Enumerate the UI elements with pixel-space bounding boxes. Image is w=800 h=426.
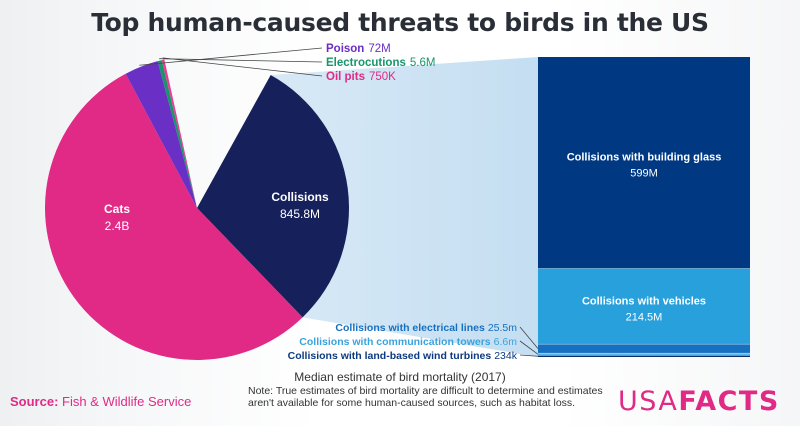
poison-leader xyxy=(139,47,323,66)
source-label: Source: xyxy=(10,394,59,409)
collisions-with-electrical-lines-callout-value: 25.5m xyxy=(488,322,517,334)
source: Source: Fish & Wildlife Service xyxy=(10,394,191,409)
pie-slice-oil-pits xyxy=(161,59,197,209)
bar-segment-collisions-with-building-glass xyxy=(538,57,750,269)
collisions-with-land-based-wind-turbines-leader xyxy=(519,354,539,357)
vehicles-label: Collisions with vehicles xyxy=(582,295,706,307)
poison-callout-value: 72M xyxy=(368,43,390,55)
collisions-with-communication-towers-callout: Collisions with communication towers 6.6m xyxy=(299,336,517,348)
vehicles-value: 214.5M xyxy=(626,311,663,323)
electrocutions-callout: Electrocutions 5.6M xyxy=(326,57,435,69)
collisions-with-land-based-wind-turbines-callout: Collisions with land-based wind turbines… xyxy=(288,350,518,362)
glass-value: 599M xyxy=(630,168,658,180)
collisions-with-communication-towers-callout-value: 6.6m xyxy=(494,336,518,348)
cats-label: Cats xyxy=(104,202,130,216)
collisions-with-communication-towers-callout-label: Collisions with communication towers xyxy=(299,336,491,348)
collisions-value: 845.8M xyxy=(280,207,320,221)
collisions-funnel xyxy=(270,57,538,357)
bar-segment-collisions-with-communication-towers xyxy=(538,353,750,356)
electrocutions-leader xyxy=(159,58,323,63)
bar-segment-collisions-with-land-based-wind-turbines xyxy=(538,355,750,357)
collisions-with-land-based-wind-turbines-callout-label: Collisions with land-based wind turbines xyxy=(288,350,492,362)
cats-value: 2.4B xyxy=(105,219,130,233)
oil-pits-callout: Oil pits 750K xyxy=(326,71,396,83)
x-axis-label: Median estimate of bird mortality (2017) xyxy=(294,370,506,384)
bar-segment-collisions-with-vehicles xyxy=(538,268,750,345)
pie-slice-cats xyxy=(45,73,303,360)
footnote: Note: True estimates of bird mortality a… xyxy=(248,385,603,409)
electrocutions-callout-label: Electrocutions xyxy=(326,57,406,69)
oil-pits-leader xyxy=(162,57,323,77)
collisions-label: Collisions xyxy=(271,190,329,204)
usafacts-logo: USAFACTS xyxy=(618,386,780,417)
logo-usa: USA xyxy=(618,386,679,417)
source-name: Fish & Wildlife Service xyxy=(62,394,192,409)
pie-slice-poison xyxy=(125,61,197,208)
collisions-with-communication-towers-leader xyxy=(519,340,539,355)
pie-slice-electrocutions xyxy=(157,60,197,209)
collisions-with-electrical-lines-callout-label: Collisions with electrical lines xyxy=(335,322,485,334)
electrocutions-callout-value: 5.6M xyxy=(410,57,436,69)
poison-callout: Poison 72M xyxy=(326,43,391,55)
poison-callout-label: Poison xyxy=(326,43,364,55)
chart-title: Top human-caused threats to birds in the… xyxy=(91,8,709,37)
bar-segment-collisions-with-electrical-lines xyxy=(538,344,750,354)
collisions-with-land-based-wind-turbines-callout-value: 234k xyxy=(494,350,518,362)
glass-label: Collisions with building glass xyxy=(567,152,722,164)
collisions-with-electrical-lines-leader xyxy=(519,326,539,349)
oil-pits-callout-value: 750K xyxy=(369,71,396,83)
oil-pits-callout-label: Oil pits xyxy=(326,71,365,83)
pie-slice-collisions xyxy=(197,75,349,318)
logo-facts: FACTS xyxy=(678,386,780,417)
collisions-with-electrical-lines-callout: Collisions with electrical lines 25.5m xyxy=(335,322,517,334)
